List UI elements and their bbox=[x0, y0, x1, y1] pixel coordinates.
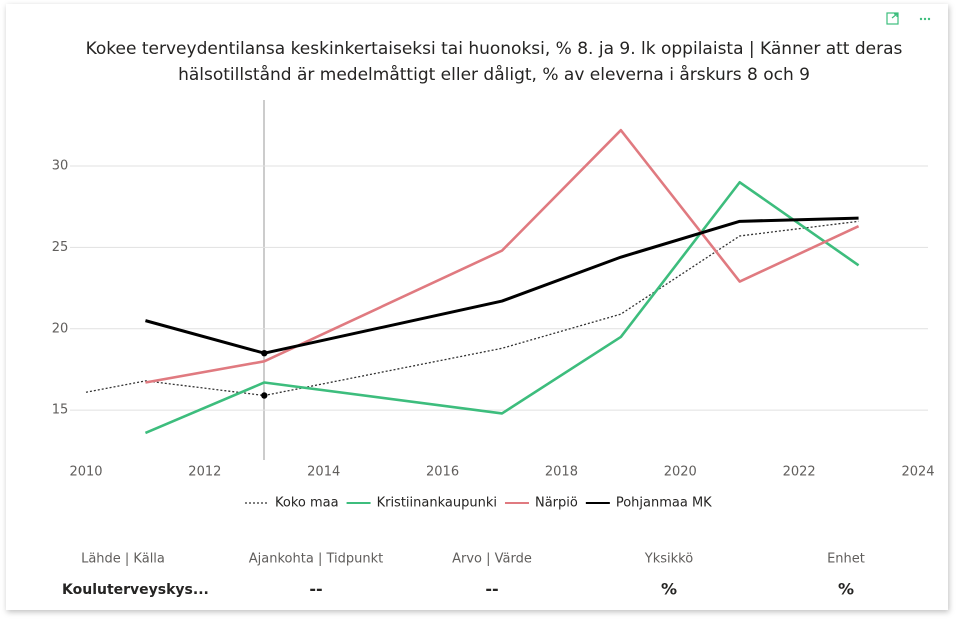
x-tick-label: 2024 bbox=[901, 465, 934, 480]
legend-label: Närpiö bbox=[535, 496, 578, 511]
table-cell: % bbox=[838, 580, 854, 599]
y-tick-label: 30 bbox=[52, 158, 69, 173]
x-tick-label: 2020 bbox=[664, 465, 697, 480]
expand-icon[interactable] bbox=[886, 12, 899, 25]
table-cell: -- bbox=[309, 580, 322, 599]
table-header: Lähde | Källa bbox=[81, 552, 165, 567]
more-icon[interactable] bbox=[919, 17, 931, 21]
table-header: Enhet bbox=[827, 552, 865, 567]
table-cell: Kouluterveyskys... bbox=[62, 582, 209, 598]
chart-subtitle: hälsotillstånd är medelmåttigt eller dål… bbox=[178, 64, 810, 85]
y-tick-label: 20 bbox=[52, 321, 69, 336]
x-tick-label: 2016 bbox=[426, 465, 459, 480]
x-tick-label: 2010 bbox=[69, 465, 102, 480]
y-tick-label: 25 bbox=[52, 240, 69, 255]
legend-label: Koko maa bbox=[275, 496, 339, 511]
y-tick-label: 15 bbox=[52, 403, 69, 418]
x-tick-label: 2012 bbox=[188, 465, 221, 480]
table-cell: -- bbox=[485, 580, 498, 599]
x-tick-label: 2022 bbox=[783, 465, 816, 480]
hover-marker bbox=[261, 392, 268, 399]
table-header: Yksikkö bbox=[644, 552, 693, 567]
table-header: Ajankohta | Tidpunkt bbox=[249, 552, 383, 567]
x-tick-label: 2014 bbox=[307, 465, 340, 480]
table-header: Arvo | Värde bbox=[452, 552, 532, 567]
hover-marker bbox=[261, 349, 268, 357]
series-line bbox=[145, 128, 860, 384]
x-tick-label: 2018 bbox=[545, 465, 578, 480]
legend-label: Pohjanmaa MK bbox=[616, 496, 712, 511]
table-cell: % bbox=[661, 580, 677, 599]
series-line bbox=[144, 180, 860, 435]
series-line bbox=[85, 220, 859, 397]
legend-label: Kristiinankaupunki bbox=[377, 496, 497, 511]
chart-title: Kokee terveydentilansa keskinkertaiseksi… bbox=[86, 39, 903, 59]
series-line bbox=[145, 216, 859, 355]
